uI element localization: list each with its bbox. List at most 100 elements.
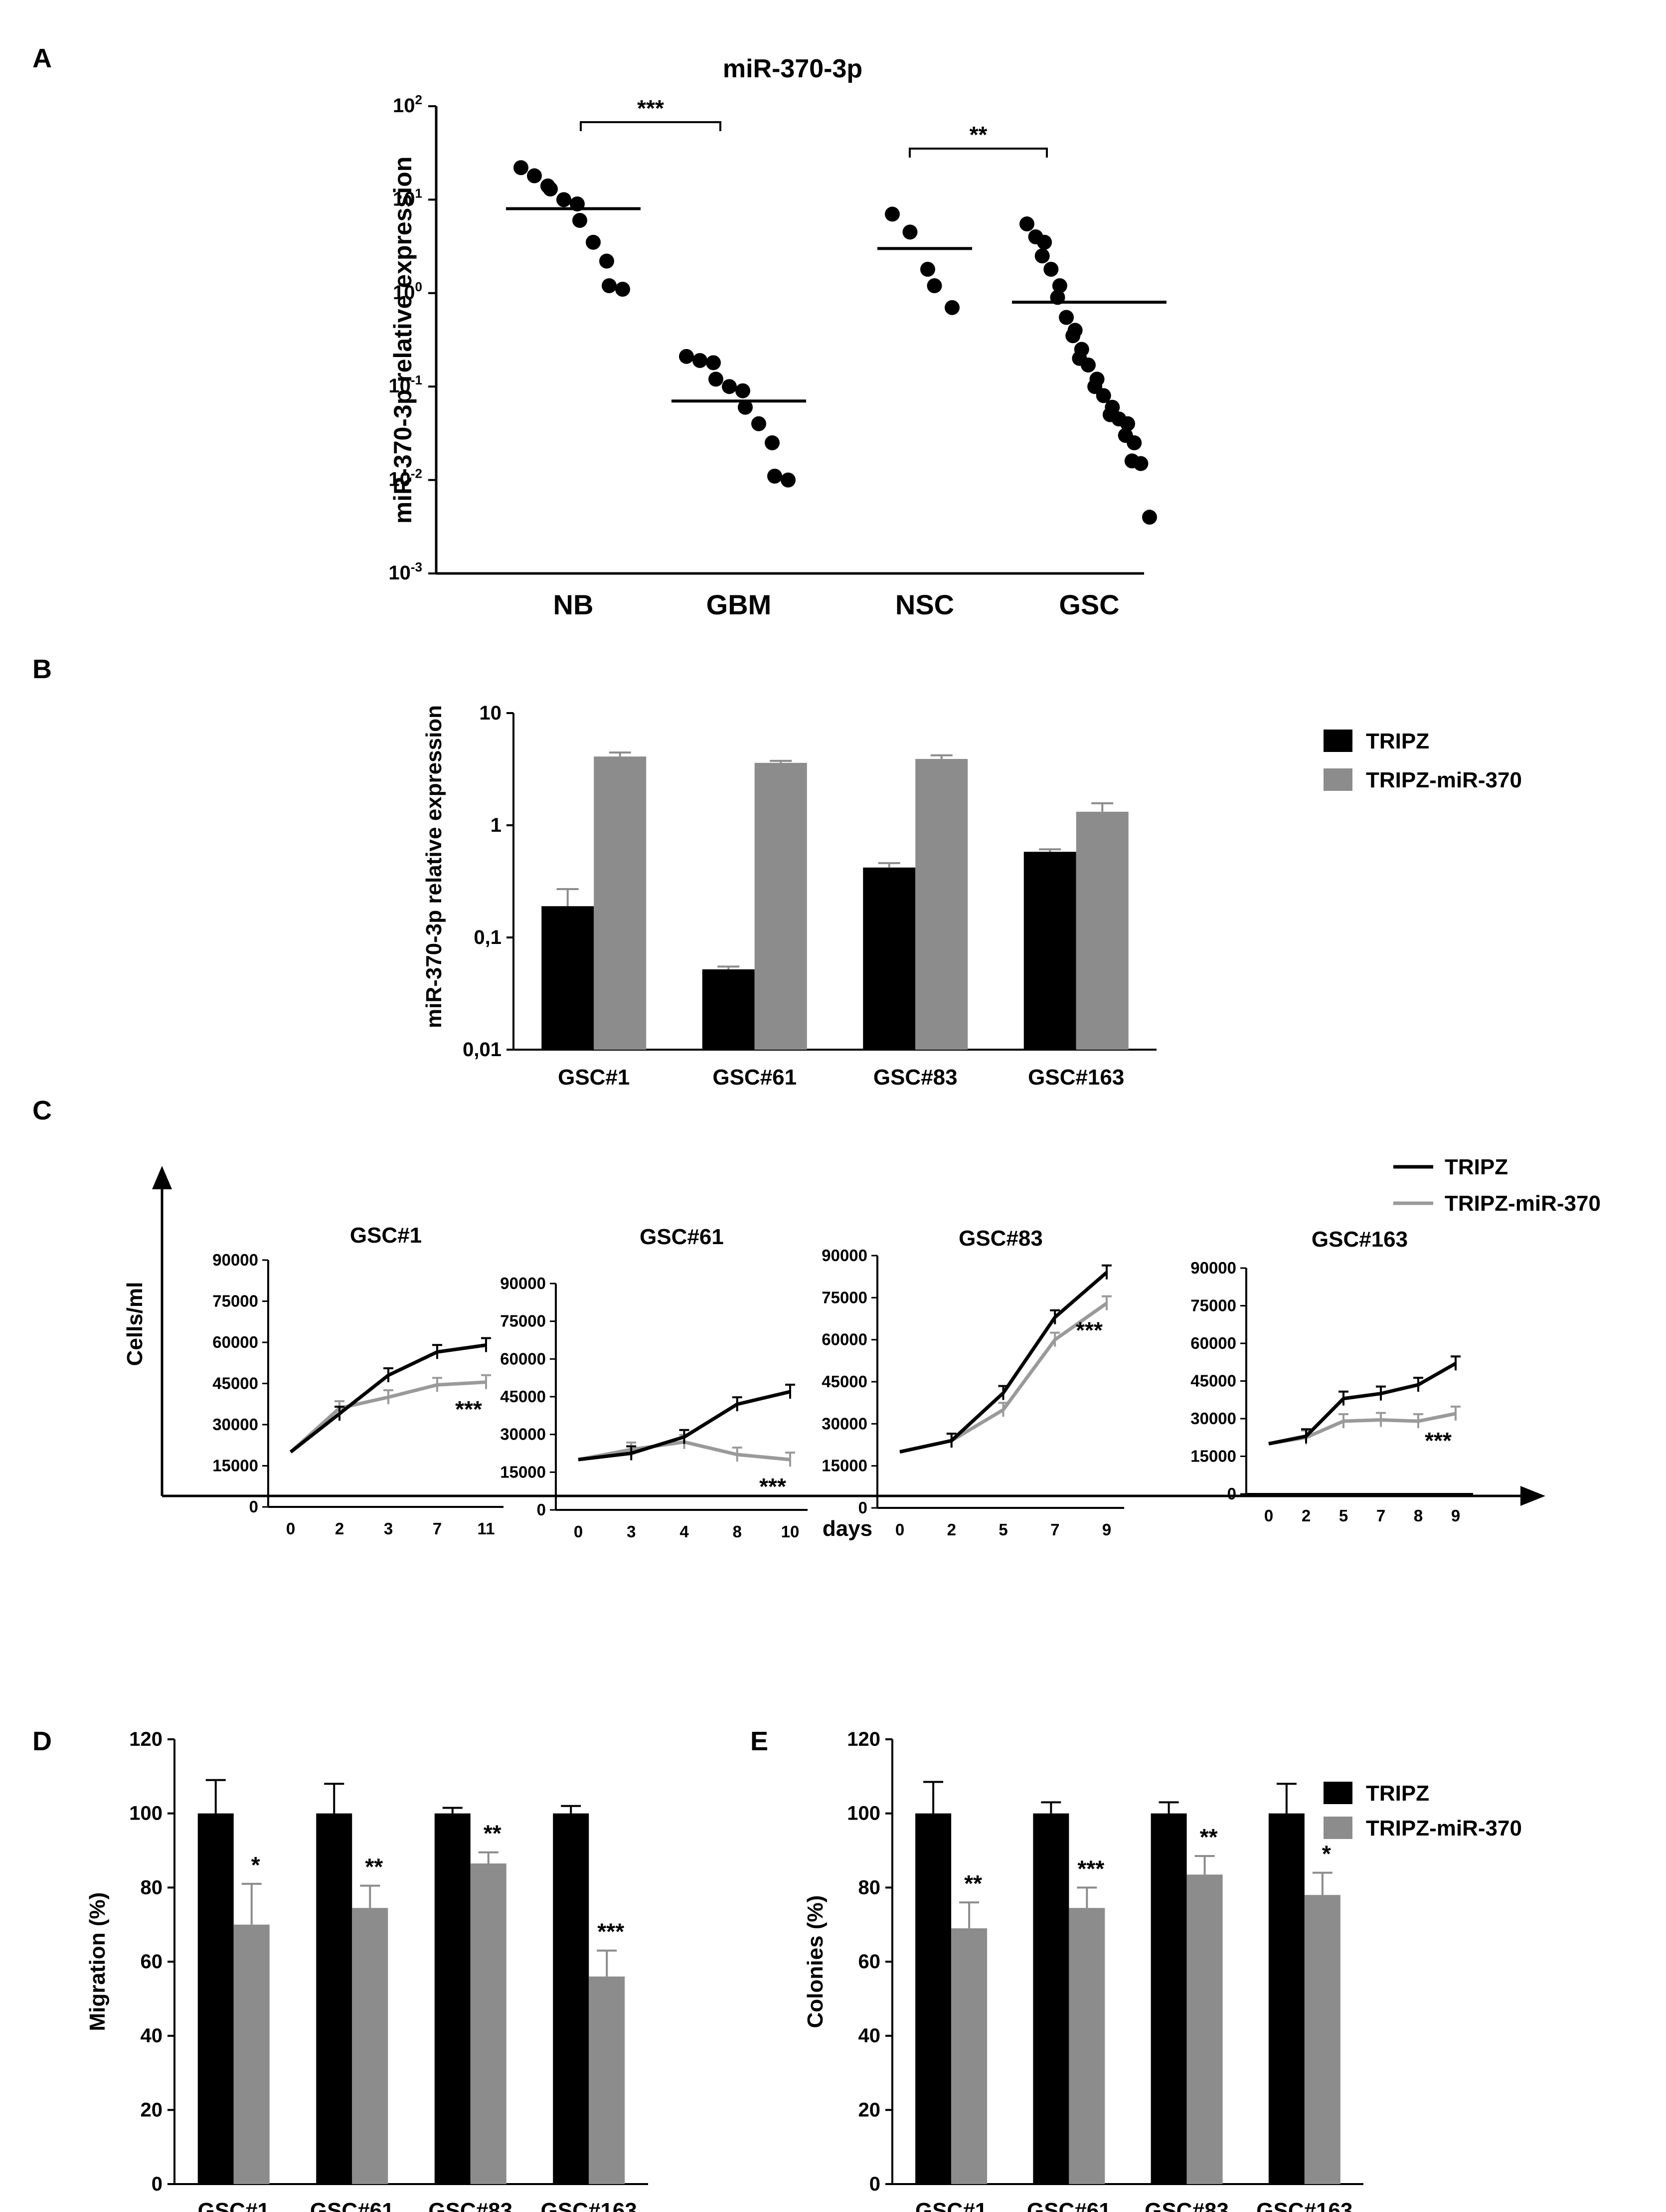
- x-category-label: GSC#163: [1256, 2199, 1352, 2212]
- error-bar: [732, 1396, 742, 1412]
- panel-label-b: B: [32, 654, 52, 684]
- error-bar: [1041, 1801, 1061, 1814]
- y-tick-label: 100: [393, 279, 422, 304]
- tick-base: 10: [393, 188, 415, 210]
- error-bar: [959, 1901, 980, 1929]
- y-tick-label: 15000: [500, 1463, 546, 1481]
- subplot-title: GSC#61: [640, 1225, 724, 1249]
- x-tick-label: 8: [733, 1522, 742, 1541]
- x-tick-label: 5: [1339, 1506, 1348, 1525]
- y-tick-label: 60000: [1190, 1334, 1236, 1352]
- y-tick-label: 10: [480, 702, 502, 724]
- error-bar: [785, 1452, 795, 1467]
- data-point: [1120, 416, 1136, 431]
- error-bar: [205, 1779, 226, 1814]
- outer-y-axis-title: Cells/ml: [123, 1282, 147, 1366]
- bracket-line: [909, 148, 1048, 158]
- legend-label: TRIPZ-miR-370: [1445, 1191, 1601, 1216]
- y-tick-label: 75000: [1190, 1296, 1236, 1315]
- y-axis-title: Migration (%): [85, 1892, 110, 2031]
- x-category-label: GSC#61: [1027, 2199, 1111, 2212]
- data-point: [1127, 435, 1142, 451]
- y-tick-label: 80: [858, 1876, 881, 1898]
- y-tick-label: 60000: [212, 1333, 258, 1351]
- x-tick-label: 2: [1302, 1506, 1311, 1525]
- data-point: [1142, 510, 1157, 525]
- bar-tripz-mir-370: [951, 1928, 988, 2184]
- error-bar: [383, 1367, 393, 1382]
- error-bar: [1159, 1801, 1179, 1814]
- error-bar: [1451, 1405, 1461, 1421]
- y-tick-label: 15000: [822, 1457, 867, 1475]
- data-point: [738, 399, 753, 415]
- error-bar: [1102, 1264, 1112, 1280]
- error-bar: [1376, 1385, 1386, 1401]
- legend-label: TRIPZ-miR-370: [1366, 1816, 1522, 1841]
- significance-bracket: ***: [580, 95, 721, 131]
- significance-stars: **: [484, 1821, 501, 1846]
- bar-tripz-mir-370: [594, 756, 647, 1050]
- bar-tripz-mir-370: [1069, 1908, 1105, 2184]
- x-tick-label: 7: [1050, 1520, 1059, 1539]
- error-bar: [324, 1783, 344, 1814]
- subplot-gsc83: GSC#83 0 15000 30000 45000 60000 75000 90000 0 2 5…: [822, 1226, 1124, 1539]
- error-bar: [1102, 1295, 1112, 1310]
- data-point: [615, 282, 630, 297]
- x-category-label: GSC#83: [428, 2199, 512, 2212]
- y-tick-label: 60: [141, 1951, 163, 1973]
- x-tick-label: 9: [1102, 1520, 1111, 1539]
- error-bar: [770, 759, 792, 763]
- bar-tripz: [316, 1813, 352, 2184]
- y-tick-label: 100: [847, 1803, 880, 1825]
- y-tick-label: 0: [869, 2173, 880, 2195]
- data-point: [885, 206, 900, 222]
- legend-label: TRIPZ-miR-370: [1366, 768, 1522, 792]
- data-point: [722, 379, 737, 394]
- outer-x-axis-title: days: [823, 1516, 872, 1541]
- chart-title: miR-370-3p: [723, 54, 862, 83]
- x-tick-label: 3: [627, 1522, 636, 1541]
- significance-stars: ***: [759, 1474, 786, 1499]
- data-point: [902, 224, 918, 240]
- legend-label: TRIPZ: [1445, 1155, 1508, 1179]
- error-bar: [946, 1433, 957, 1448]
- legend-label: TRIPZ: [1366, 1781, 1429, 1806]
- y-tick-label: 101: [393, 185, 422, 210]
- error-bar: [626, 1445, 637, 1461]
- panel-label-d: D: [32, 1726, 52, 1756]
- panel-label-c: C: [32, 1096, 52, 1125]
- bar-tripz-mir-370: [352, 1908, 388, 2184]
- bar-tripz-mir-370: [589, 1976, 625, 2184]
- series-line-tripz: [899, 1271, 1108, 1454]
- x-tick-label: 9: [1451, 1506, 1460, 1525]
- panel-label-e: E: [750, 1726, 768, 1756]
- y-tick-label: 90000: [1190, 1259, 1236, 1277]
- bar-tripz: [1151, 1813, 1187, 2184]
- tick-exponent: -3: [411, 559, 422, 574]
- bar-tripz-mir-370: [754, 762, 807, 1050]
- y-tick-label: 30000: [822, 1414, 867, 1433]
- bar-tripz: [1023, 852, 1076, 1050]
- error-bar: [383, 1389, 393, 1404]
- error-bar: [1276, 1783, 1297, 1814]
- error-bar: [478, 1851, 499, 1864]
- error-bar: [1312, 1871, 1333, 1895]
- x-category-label: GSC#61: [712, 1065, 797, 1090]
- data-point: [1133, 456, 1149, 471]
- panel-label-a: A: [32, 43, 52, 73]
- y-tick-label: 60: [858, 1951, 881, 1973]
- x-tick-label: 0: [574, 1522, 583, 1541]
- y-tick-label: 120: [129, 1728, 163, 1750]
- tick-base: 10: [393, 282, 415, 304]
- error-bar: [732, 1447, 742, 1462]
- data-point: [1043, 261, 1059, 277]
- y-tick-label: 90000: [212, 1251, 258, 1269]
- y-tick-label: 75000: [212, 1292, 258, 1310]
- error-bar: [556, 888, 579, 907]
- legend-swatch: [1324, 1782, 1352, 1804]
- y-tick-label: 75000: [822, 1288, 867, 1306]
- error-bar: [1050, 1309, 1060, 1324]
- error-bar: [1338, 1413, 1348, 1429]
- bar-tripz: [1268, 1813, 1305, 2184]
